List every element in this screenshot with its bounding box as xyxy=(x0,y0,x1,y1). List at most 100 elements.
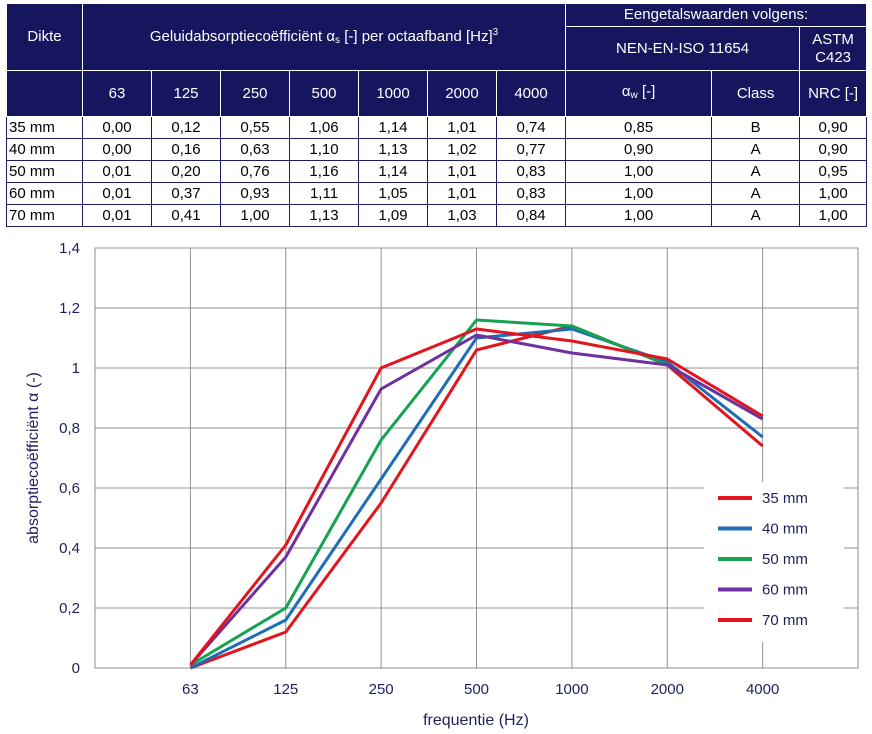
nen-standard-header: NEN-EN-ISO 11654 xyxy=(565,26,801,71)
coefficient-cell: 1,13 xyxy=(358,138,428,161)
coefficient-cell: 0,83 xyxy=(495,160,567,183)
coefficient-cell: 0,55 xyxy=(220,116,290,139)
series-lines xyxy=(189,318,764,670)
y-axis-label: absorptiecoëfficiënt α (-) xyxy=(25,372,42,544)
class-cell: B xyxy=(711,116,801,139)
coefficient-cell: 0,16 xyxy=(151,138,221,161)
table-row: 70 mm 0,01 0,41 1,00 1,13 1,09 1,03 0,84 1,00 A 1,… xyxy=(6,204,868,227)
y-tick-labels: 0 0,2 0,4 0,6 0,8 1 1,2 1,4 xyxy=(59,240,80,677)
aw-cell: 1,00 xyxy=(565,204,713,227)
single-values-header: Eengetalswaarden volgens: xyxy=(565,3,868,27)
x-tick-label: 1000 xyxy=(555,681,588,698)
coefficient-cell: 1,02 xyxy=(427,138,497,161)
frequency-header: 63 xyxy=(82,70,152,117)
thickness-cell: 40 mm xyxy=(6,138,83,161)
aw-cell: 0,90 xyxy=(565,138,713,161)
class-cell: A xyxy=(711,138,801,161)
coefficient-cell: 1,00 xyxy=(220,204,290,227)
legend-label: 60 mm xyxy=(762,582,808,599)
coefficient-cell: 0,77 xyxy=(495,138,567,161)
coefficient-cell: 1,05 xyxy=(358,182,428,205)
nrc-cell: 0,90 xyxy=(799,116,868,139)
coefficient-cell: 0,00 xyxy=(82,138,152,161)
legend-label: 40 mm xyxy=(762,521,808,538)
table-row: 35 mm 0,00 0,12 0,55 1,06 1,14 1,01 0,74 0,85 B 0,… xyxy=(6,116,868,139)
coefficient-cell: 1,14 xyxy=(358,116,428,139)
coefficient-cell: 1,09 xyxy=(358,204,428,227)
coefficient-cell: 0,01 xyxy=(82,204,152,227)
thickness-cell: 50 mm xyxy=(6,160,83,183)
series-line-2 xyxy=(189,327,764,670)
y-tick-label: 0,8 xyxy=(59,420,80,437)
coefficient-header: Geluidabsorptiecoëfficiënt αs [-] per oc… xyxy=(81,3,567,71)
thickness-cell: 60 mm xyxy=(6,182,83,205)
thickness-header: Dikte xyxy=(6,3,83,71)
coefficient-cell: 1,13 xyxy=(289,204,359,227)
y-tick-label: 1,4 xyxy=(59,240,80,257)
frequency-header: 1000 xyxy=(358,70,428,117)
nrc-cell: 0,90 xyxy=(799,138,868,161)
class-header: Class xyxy=(711,70,801,117)
thickness-header-spacer xyxy=(6,70,83,117)
coefficient-cell: 0,74 xyxy=(495,116,567,139)
frequency-header: 4000 xyxy=(495,70,567,117)
aw-cell: 1,00 xyxy=(565,182,713,205)
coefficient-cell: 0,01 xyxy=(82,160,152,183)
x-axis-label: frequentie (Hz) xyxy=(423,712,529,729)
thickness-cell: 70 mm xyxy=(6,204,83,227)
aw-cell: 1,00 xyxy=(565,160,713,183)
coefficient-cell: 1,14 xyxy=(358,160,428,183)
y-tick-label: 0,4 xyxy=(59,540,80,557)
coefficient-cell: 0,76 xyxy=(220,160,290,183)
table-body: 35 mm 0,00 0,12 0,55 1,06 1,14 1,01 0,74 0,85 B 0,… xyxy=(6,116,868,227)
y-tick-label: 0,6 xyxy=(59,480,80,497)
absorption-table-container: Dikte Geluidabsorptiecoëfficiënt αs [-] … xyxy=(6,3,868,227)
astm-standard-header: ASTM C423 xyxy=(799,26,868,71)
coefficient-cell: 0,41 xyxy=(151,204,221,227)
x-tick-labels: 63 125 250 500 1000 2000 4000 xyxy=(182,681,779,698)
nrc-header: NRC [-] xyxy=(799,70,868,117)
coefficient-cell: 1,03 xyxy=(427,204,497,227)
legend-label: 35 mm xyxy=(762,490,808,507)
frequency-header: 2000 xyxy=(427,70,497,117)
coefficient-cell: 0,83 xyxy=(495,182,567,205)
coefficient-cell: 1,06 xyxy=(289,116,359,139)
coefficient-cell: 1,16 xyxy=(289,160,359,183)
coefficient-cell: 1,01 xyxy=(427,182,497,205)
x-tick-label: 250 xyxy=(369,681,394,698)
x-tick-label: 2000 xyxy=(651,681,684,698)
y-tick-label: 1,2 xyxy=(59,300,80,317)
frequency-header: 500 xyxy=(289,70,359,117)
table-row: 50 mm 0,01 0,20 0,76 1,16 1,14 1,01 0,83 1,00 A 0,… xyxy=(6,160,868,183)
class-cell: A xyxy=(711,204,801,227)
legend-label: 50 mm xyxy=(762,551,808,568)
coefficient-cell: 1,11 xyxy=(289,182,359,205)
absorption-chart: 0 0,2 0,4 0,6 0,8 1 1,2 1,4 63 125 250 500 1000 2000… xyxy=(25,240,859,729)
legend-label: 70 mm xyxy=(762,612,808,629)
x-tick-label: 500 xyxy=(464,681,489,698)
table-row: 60 mm 0,01 0,37 0,93 1,11 1,05 1,01 0,83 1,00 A 1,… xyxy=(6,182,868,205)
x-tick-label: 125 xyxy=(273,681,298,698)
x-tick-label: 63 xyxy=(182,681,199,698)
class-cell: A xyxy=(711,182,801,205)
legend-box xyxy=(704,482,844,642)
y-tick-label: 0 xyxy=(72,660,80,677)
legend: 35 mm 40 mm 50 mm 60 mm 70 mm xyxy=(704,482,844,642)
nrc-cell: 1,00 xyxy=(799,204,868,227)
frequency-header: 250 xyxy=(220,70,290,117)
coefficient-cell: 0,01 xyxy=(82,182,152,205)
coefficient-cell: 1,10 xyxy=(289,138,359,161)
aw-cell: 0,85 xyxy=(565,116,713,139)
coefficient-cell: 0,12 xyxy=(151,116,221,139)
coefficient-cell: 0,84 xyxy=(495,204,567,227)
coefficient-cell: 0,63 xyxy=(220,138,290,161)
coefficient-cell: 0,20 xyxy=(151,160,221,183)
coefficient-cell: 0,93 xyxy=(220,182,290,205)
frequency-header: 125 xyxy=(151,70,221,117)
y-tick-label: 0,2 xyxy=(59,600,80,617)
coefficient-cell: 1,01 xyxy=(427,116,497,139)
class-cell: A xyxy=(711,160,801,183)
coefficient-cell: 1,01 xyxy=(427,160,497,183)
nrc-cell: 1,00 xyxy=(799,182,868,205)
x-tick-label: 4000 xyxy=(746,681,779,698)
